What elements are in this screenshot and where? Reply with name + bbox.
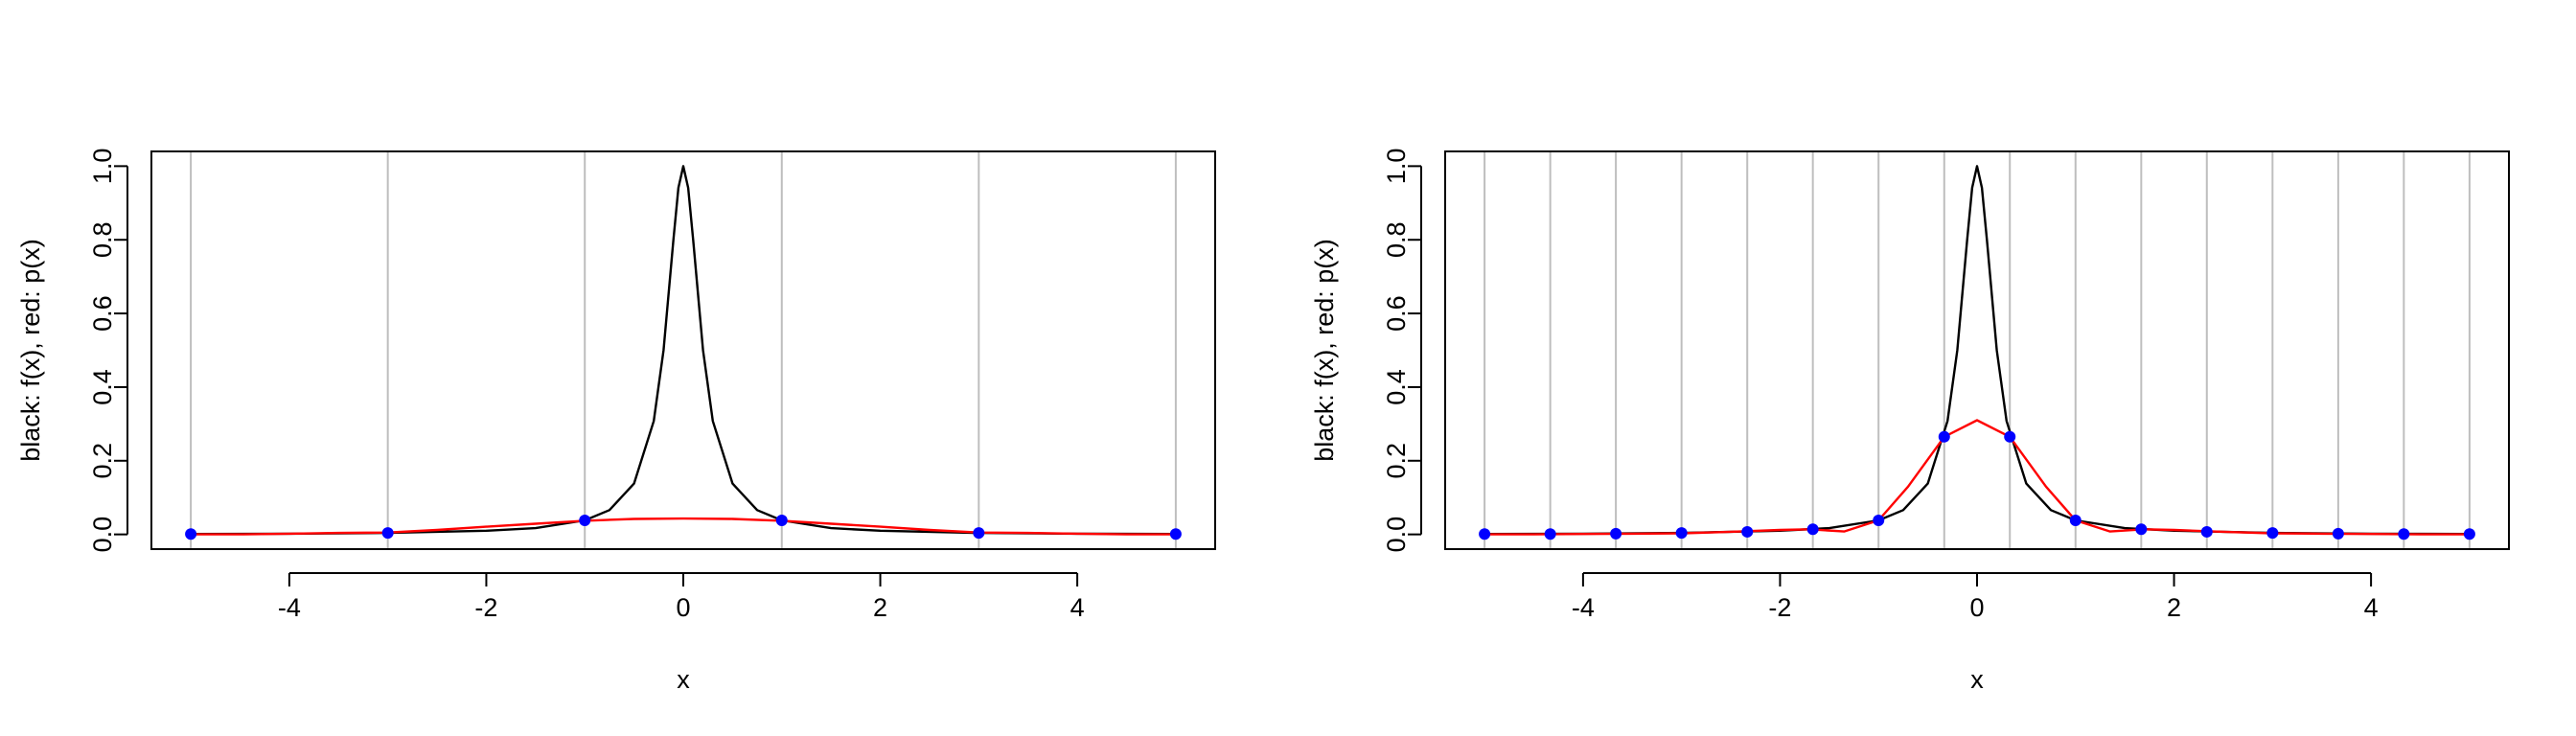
node-point [1873, 515, 1885, 527]
series-p-line [191, 517, 1176, 536]
node-point [2004, 430, 2016, 443]
x-tick-label: -4 [278, 593, 301, 622]
plot-panel-right: -4 -2 0 2 4 0.0 0.2 0.4 0.6 0.8 1.0 x black: f(x), r… [1310, 149, 2510, 694]
x-tick-label: 0 [1969, 593, 1984, 622]
y-tick-label: 0.6 [1382, 295, 1411, 332]
x-axis-label: x [1970, 665, 1984, 694]
node-point [1169, 528, 1182, 540]
y-tick-label: 0.2 [88, 443, 117, 479]
series-f-line [1484, 165, 2470, 536]
plot-panel-left: -4 -2 0 2 4 0.0 0.2 0.4 0.6 0.8 1.0 x black: f(x), r… [16, 149, 1216, 694]
node-point [2332, 527, 2344, 540]
x-axis-label: x [677, 665, 690, 694]
x-tick-label: 4 [1070, 593, 1085, 622]
node-point [2200, 525, 2213, 538]
y-tick-label: 0.0 [1382, 517, 1411, 553]
node-point [1544, 528, 1556, 540]
plot-frame [150, 150, 1216, 550]
series-f-line [191, 165, 1176, 536]
node-point [2463, 528, 2475, 540]
y-tick-label: 0.0 [88, 517, 117, 553]
node-point [2266, 527, 2279, 540]
x-tick-label: -4 [1572, 593, 1595, 622]
series-p-line [1484, 419, 2470, 536]
node-point [775, 515, 788, 527]
y-tick-label: 0.6 [88, 295, 117, 332]
node-point [1938, 430, 1950, 443]
node-point [2069, 515, 2082, 527]
node-point [185, 528, 197, 540]
node-point [1741, 525, 1754, 538]
y-tick-label: 1.0 [88, 149, 117, 185]
node-point [973, 527, 985, 540]
node-point [381, 527, 394, 540]
x-tick-label: 2 [873, 593, 887, 622]
node-point [2398, 528, 2410, 540]
y-tick-label: 0.8 [1382, 221, 1411, 258]
x-tick-label: 2 [2167, 593, 2181, 622]
y-axis-label: black: f(x), red: p(x) [16, 239, 45, 462]
node-point [1479, 528, 1491, 540]
y-axis-label: black: f(x), red: p(x) [1310, 239, 1339, 462]
y-tick-label: 0.4 [1382, 369, 1411, 405]
x-tick-label: 4 [2364, 593, 2379, 622]
node-point [1806, 523, 1819, 536]
x-tick-label: -2 [474, 593, 497, 622]
node-point [579, 515, 591, 527]
x-tick-label: 0 [676, 593, 690, 622]
node-point [2135, 523, 2148, 536]
y-tick-label: 0.2 [1382, 443, 1411, 479]
y-tick-label: 0.8 [88, 221, 117, 258]
plot-frame [1444, 150, 2510, 550]
y-tick-label: 0.4 [88, 369, 117, 405]
node-point [1610, 527, 1622, 540]
x-tick-label: -2 [1768, 593, 1791, 622]
node-point [1675, 527, 1688, 540]
y-tick-label: 1.0 [1382, 149, 1411, 185]
